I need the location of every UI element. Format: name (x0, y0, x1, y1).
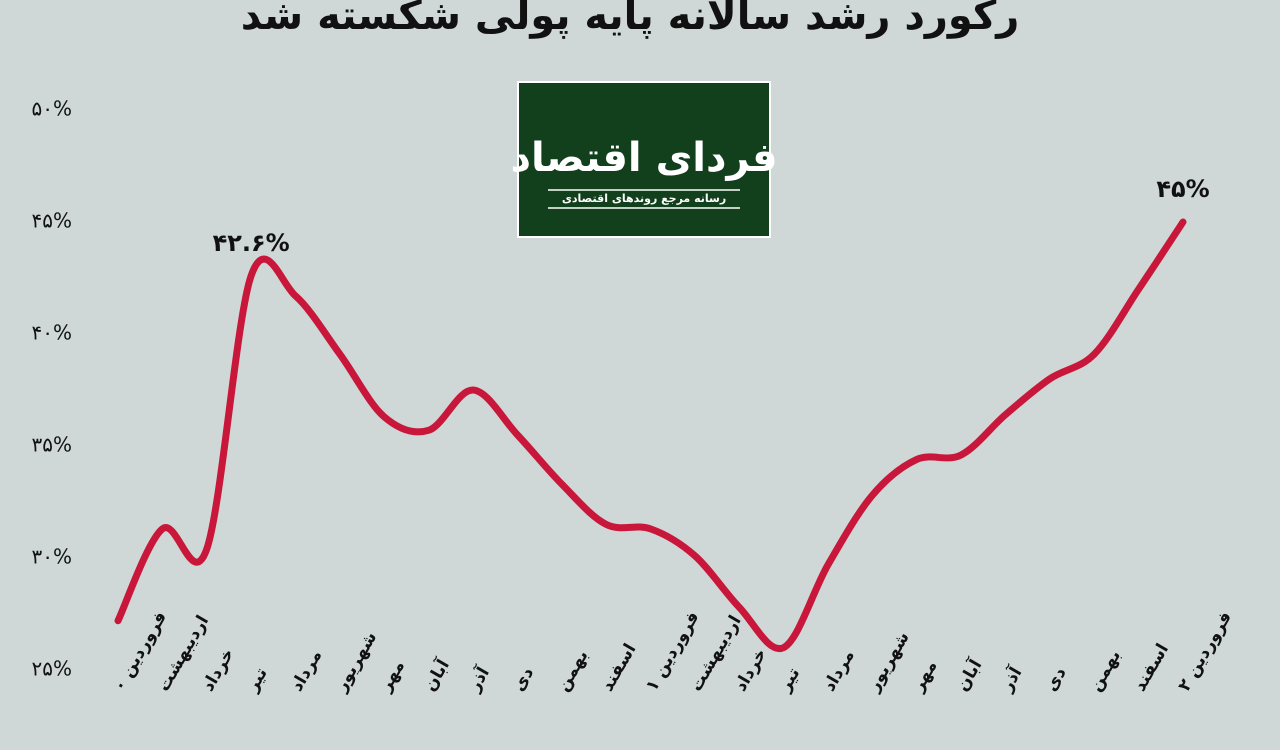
logo-box (517, 81, 771, 238)
y-tick-label: ۳۰% (32, 545, 73, 569)
logo-title: فردای اقتصاد (510, 135, 777, 181)
y-tick-label: ۴۰% (32, 321, 73, 345)
chart-title: رکورد رشد سالانه پایه پولی شکسته شد (241, 0, 1020, 39)
logo-subtitle: رسانه مرجع روندهای اقتصادی (562, 192, 726, 205)
y-tick-label: ۴۵% (32, 209, 73, 233)
y-tick-label: ۲۵% (32, 657, 73, 681)
data-label: ۴۵% (1156, 175, 1209, 203)
logo: فردای اقتصاد رسانه مرجع روندهای اقتصادی (510, 81, 778, 238)
data-label: ۴۲.۶% (213, 229, 290, 257)
y-tick-label: ۳۵% (32, 433, 73, 457)
line (114, 218, 1187, 653)
y-tick-label: ۵۰% (32, 97, 73, 121)
